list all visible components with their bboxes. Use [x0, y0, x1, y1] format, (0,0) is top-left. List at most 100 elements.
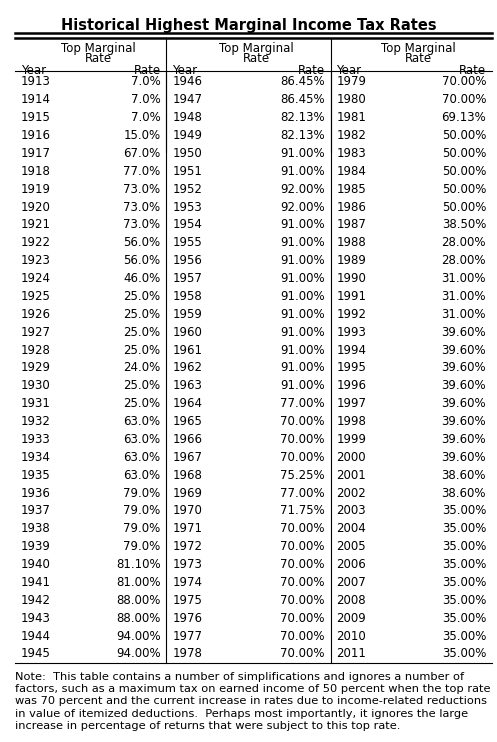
Text: 35.00%: 35.00%: [442, 505, 486, 517]
Text: 86.45%: 86.45%: [280, 93, 325, 106]
Text: 1967: 1967: [172, 451, 202, 464]
Text: Year: Year: [21, 64, 46, 77]
Text: Rate: Rate: [243, 52, 269, 65]
Text: 39.60%: 39.60%: [441, 379, 486, 393]
Text: Year: Year: [336, 64, 362, 77]
Text: 1980: 1980: [336, 93, 366, 106]
Text: 1945: 1945: [21, 648, 51, 660]
Text: 1981: 1981: [336, 111, 366, 124]
Text: 1913: 1913: [21, 76, 51, 88]
Text: 1978: 1978: [172, 648, 202, 660]
Text: 1974: 1974: [172, 576, 202, 589]
Text: 39.60%: 39.60%: [441, 433, 486, 446]
Text: 1983: 1983: [336, 147, 366, 160]
Text: 1933: 1933: [21, 433, 51, 446]
Text: 38.60%: 38.60%: [441, 487, 486, 499]
Text: 1997: 1997: [336, 397, 366, 410]
Text: 1966: 1966: [172, 433, 202, 446]
Text: 70.00%: 70.00%: [280, 558, 325, 571]
Text: Rate: Rate: [297, 64, 325, 77]
Text: 70.00%: 70.00%: [280, 629, 325, 643]
Text: 2009: 2009: [336, 611, 366, 625]
Text: 91.00%: 91.00%: [280, 361, 325, 375]
Text: 1979: 1979: [336, 76, 366, 88]
Text: 39.60%: 39.60%: [441, 397, 486, 410]
Text: 1964: 1964: [172, 397, 202, 410]
Text: 91.00%: 91.00%: [280, 165, 325, 178]
Text: 1951: 1951: [172, 165, 202, 178]
Text: 70.00%: 70.00%: [280, 611, 325, 625]
Text: 1938: 1938: [21, 522, 51, 535]
Text: 63.0%: 63.0%: [123, 433, 161, 446]
Text: 70.00%: 70.00%: [441, 93, 486, 106]
Text: 1959: 1959: [172, 308, 202, 321]
Text: 1934: 1934: [21, 451, 51, 464]
Text: 70.00%: 70.00%: [441, 76, 486, 88]
Text: 1956: 1956: [172, 255, 202, 267]
Text: 28.00%: 28.00%: [441, 255, 486, 267]
Text: 35.00%: 35.00%: [442, 576, 486, 589]
Text: 2008: 2008: [336, 594, 366, 607]
Text: 1937: 1937: [21, 505, 51, 517]
Text: 73.0%: 73.0%: [123, 218, 161, 232]
Text: 63.0%: 63.0%: [123, 415, 161, 428]
Text: 92.00%: 92.00%: [280, 183, 325, 196]
Text: 1936: 1936: [21, 487, 51, 499]
Text: 1935: 1935: [21, 469, 51, 482]
Text: 50.00%: 50.00%: [442, 183, 486, 196]
Text: 25.0%: 25.0%: [123, 308, 161, 321]
Text: 1928: 1928: [21, 344, 51, 356]
Text: 1999: 1999: [336, 433, 366, 446]
Text: 79.0%: 79.0%: [123, 505, 161, 517]
Text: 31.00%: 31.00%: [441, 290, 486, 303]
Text: 70.00%: 70.00%: [280, 433, 325, 446]
Text: 35.00%: 35.00%: [442, 594, 486, 607]
Text: 25.0%: 25.0%: [123, 326, 161, 338]
Text: 1961: 1961: [172, 344, 202, 356]
Text: 25.0%: 25.0%: [123, 344, 161, 356]
Text: 1923: 1923: [21, 255, 51, 267]
Text: 1988: 1988: [336, 236, 366, 249]
Text: Rate: Rate: [405, 52, 432, 65]
Text: 77.00%: 77.00%: [280, 397, 325, 410]
Text: 31.00%: 31.00%: [441, 308, 486, 321]
Text: 1995: 1995: [336, 361, 366, 375]
Text: 91.00%: 91.00%: [280, 379, 325, 393]
Text: 70.00%: 70.00%: [280, 451, 325, 464]
Text: 71.75%: 71.75%: [280, 505, 325, 517]
Text: 1919: 1919: [21, 183, 51, 196]
Text: Rate: Rate: [84, 52, 112, 65]
Text: 35.00%: 35.00%: [442, 540, 486, 553]
Text: 1924: 1924: [21, 272, 51, 285]
Text: 1917: 1917: [21, 147, 51, 160]
Text: 70.00%: 70.00%: [280, 415, 325, 428]
Text: 1944: 1944: [21, 629, 51, 643]
Text: 1998: 1998: [336, 415, 366, 428]
Text: 1971: 1971: [172, 522, 202, 535]
Text: 1914: 1914: [21, 93, 51, 106]
Text: 1987: 1987: [336, 218, 366, 232]
Text: 69.13%: 69.13%: [441, 111, 486, 124]
Text: 1963: 1963: [172, 379, 202, 393]
Text: 1939: 1939: [21, 540, 51, 553]
Text: 35.00%: 35.00%: [442, 611, 486, 625]
Text: 1920: 1920: [21, 200, 51, 214]
Text: 1921: 1921: [21, 218, 51, 232]
Text: 73.0%: 73.0%: [123, 200, 161, 214]
Text: 1972: 1972: [172, 540, 202, 553]
Text: 2007: 2007: [336, 576, 366, 589]
Text: 28.00%: 28.00%: [441, 236, 486, 249]
Text: 2003: 2003: [336, 505, 366, 517]
Text: 91.00%: 91.00%: [280, 147, 325, 160]
Text: 1930: 1930: [21, 379, 51, 393]
Text: 25.0%: 25.0%: [123, 397, 161, 410]
Text: 91.00%: 91.00%: [280, 255, 325, 267]
Text: 1948: 1948: [172, 111, 202, 124]
Text: 1992: 1992: [336, 308, 366, 321]
Text: 50.00%: 50.00%: [442, 147, 486, 160]
Text: 39.60%: 39.60%: [441, 451, 486, 464]
Text: Historical Highest Marginal Income Tax Rates: Historical Highest Marginal Income Tax R…: [61, 18, 436, 33]
Text: 1990: 1990: [336, 272, 366, 285]
Text: 39.60%: 39.60%: [441, 326, 486, 338]
Text: 50.00%: 50.00%: [442, 200, 486, 214]
